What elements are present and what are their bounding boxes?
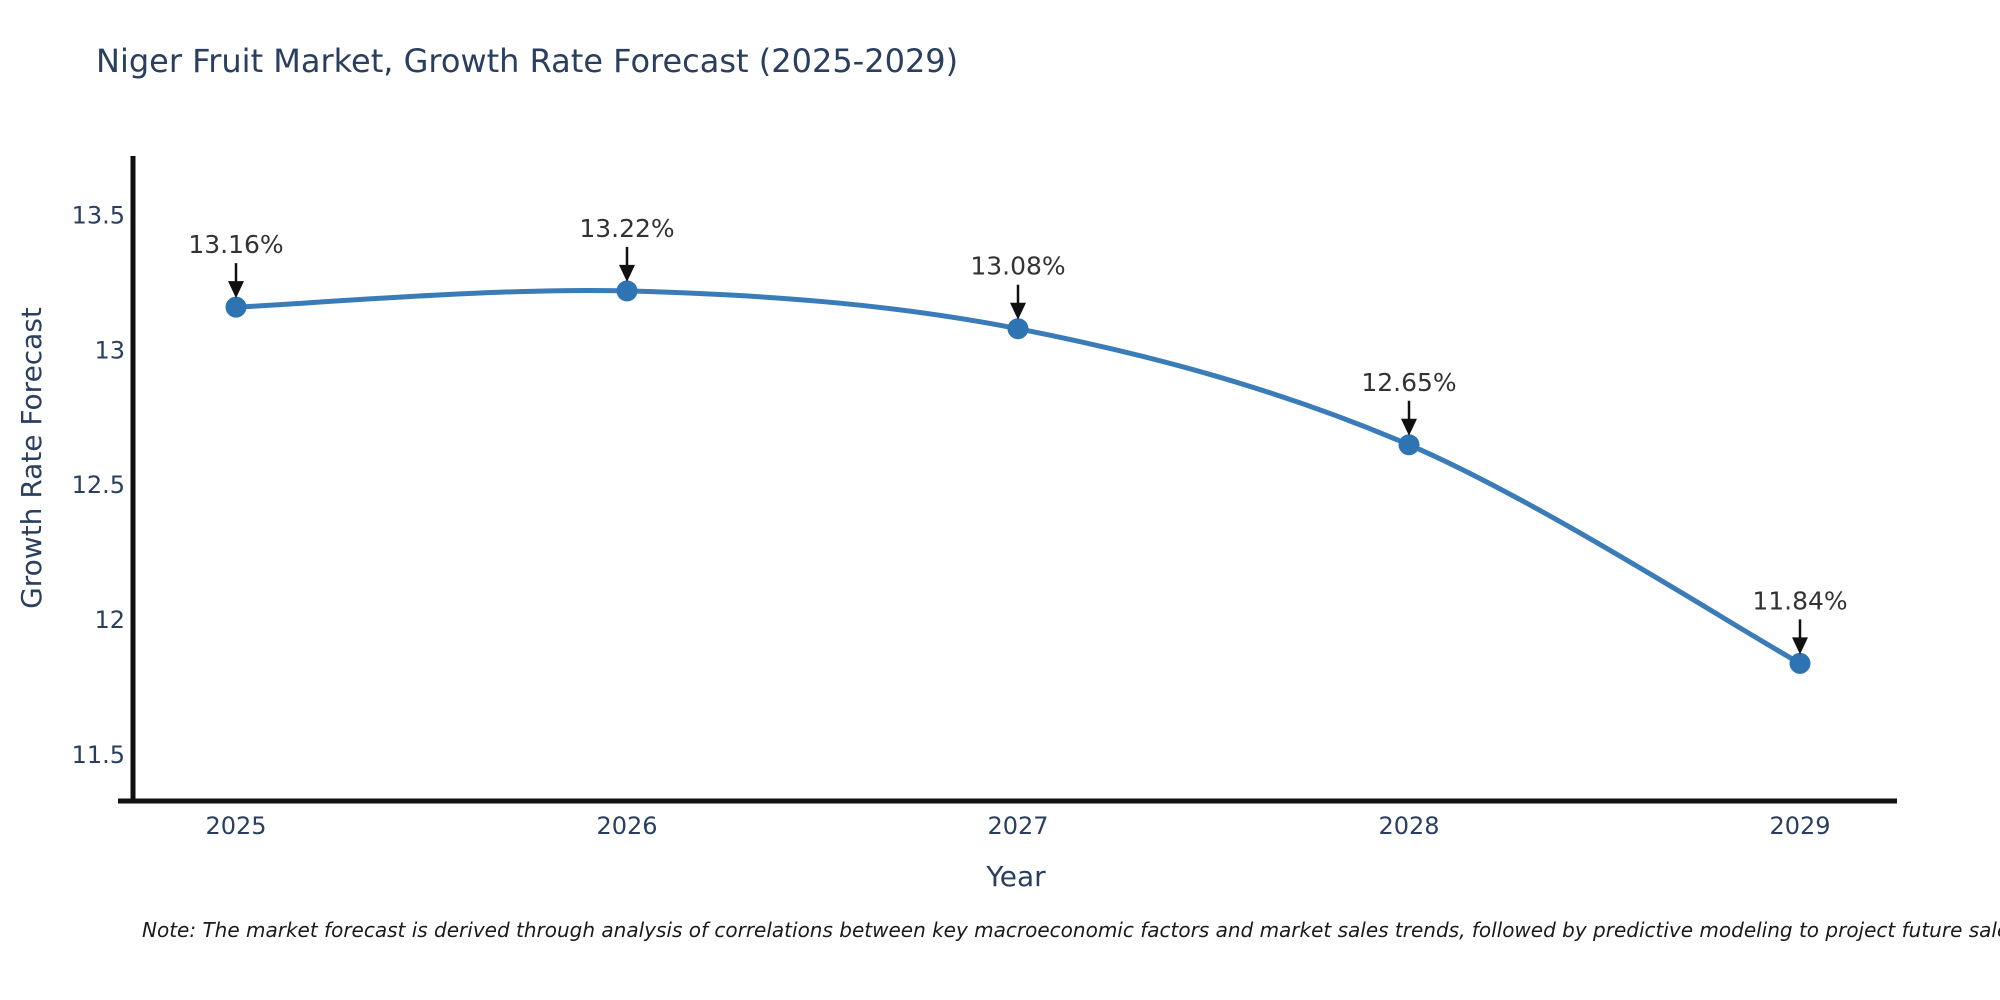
footnote: Note: The market forecast is derived thr… [142,918,2000,942]
x-tick-label: 2027 [987,812,1048,840]
point-value-label: 13.22% [579,214,674,243]
x-tick-label: 2025 [205,812,266,840]
point-value-label: 11.84% [1752,586,1847,615]
data-point-marker [1398,434,1420,456]
point-value-label: 12.65% [1361,368,1456,397]
annotation-arrowhead-icon [1010,302,1026,320]
forecast-line [233,287,1803,666]
annotation-arrowhead-icon [1401,418,1417,436]
point-value-label: 13.08% [970,252,1065,281]
data-point-marker [225,296,247,318]
y-tick-label: 11.5 [72,741,125,769]
data-point-marker [616,280,638,302]
y-tick-label: 12.5 [72,471,125,499]
y-tick-label: 13 [94,336,125,364]
data-point-marker [1789,652,1811,674]
x-axis-title: Year [986,860,1046,893]
annotation-arrowhead-icon [619,264,635,282]
chart-title: Niger Fruit Market, Growth Rate Forecast… [96,42,959,80]
x-tick-label: 2026 [596,812,657,840]
y-tick-label: 12 [94,606,125,634]
x-tick-label: 2028 [1378,812,1439,840]
annotation-arrowhead-icon [228,281,244,299]
point-value-label: 13.16% [188,230,283,259]
data-point-marker [1007,318,1029,340]
x-tick-label: 2029 [1769,812,1830,840]
annotation-arrowhead-icon [1792,637,1808,655]
y-tick-label: 13.5 [72,201,125,229]
